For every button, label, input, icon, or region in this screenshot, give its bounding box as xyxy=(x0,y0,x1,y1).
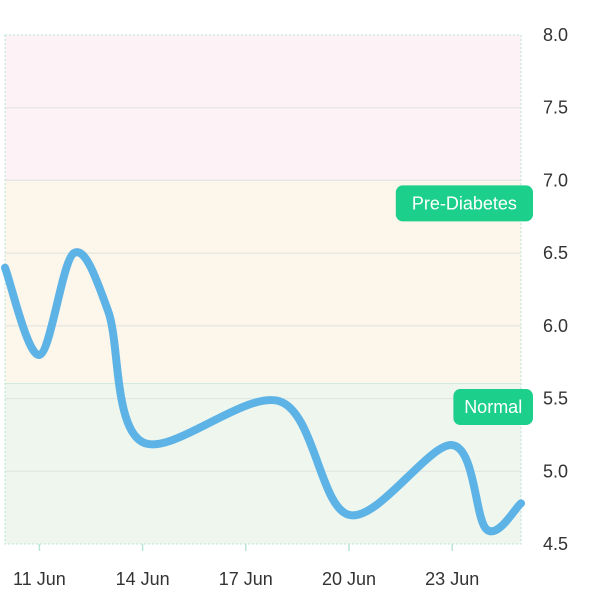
badge-label: Pre-Diabetes xyxy=(412,193,517,213)
x-axis-ticks: 11 Jun 14 Jun 17 Jun 20 Jun 23 Jun xyxy=(13,544,479,589)
series-line xyxy=(1,248,525,536)
y-tick-label: 8.0 xyxy=(543,25,568,45)
y-tick-label: 4.5 xyxy=(543,534,568,554)
x-tick-label: 20 Jun xyxy=(322,569,376,589)
range-badges: Pre-Diabetes Normal xyxy=(395,185,533,426)
y-axis-ticks: 8.0 7.5 7.0 6.5 6.0 5.5 5.0 4.5 xyxy=(543,25,568,554)
y-tick-label: 6.0 xyxy=(543,316,568,336)
y-tick-label: 5.5 xyxy=(543,389,568,409)
plot-frame xyxy=(4,34,522,545)
y-tick-label: 6.5 xyxy=(543,243,568,263)
x-tick-label: 17 Jun xyxy=(219,569,273,589)
x-tick-label: 23 Jun xyxy=(425,569,479,589)
badge-background xyxy=(395,185,533,222)
badge-background xyxy=(453,389,533,426)
series xyxy=(1,248,525,536)
x-tick-label: 14 Jun xyxy=(116,569,170,589)
y-tick-label: 7.0 xyxy=(543,170,568,190)
y-tick-label: 5.0 xyxy=(543,461,568,481)
y-tick-label: 7.5 xyxy=(543,98,568,118)
x-tick-label: 11 Jun xyxy=(13,569,66,589)
range-bands xyxy=(5,35,521,544)
range-band xyxy=(5,384,521,544)
badge-label: Normal xyxy=(464,397,522,417)
range-badge: Pre-Diabetes xyxy=(395,185,533,222)
range-badge: Normal xyxy=(453,389,533,426)
